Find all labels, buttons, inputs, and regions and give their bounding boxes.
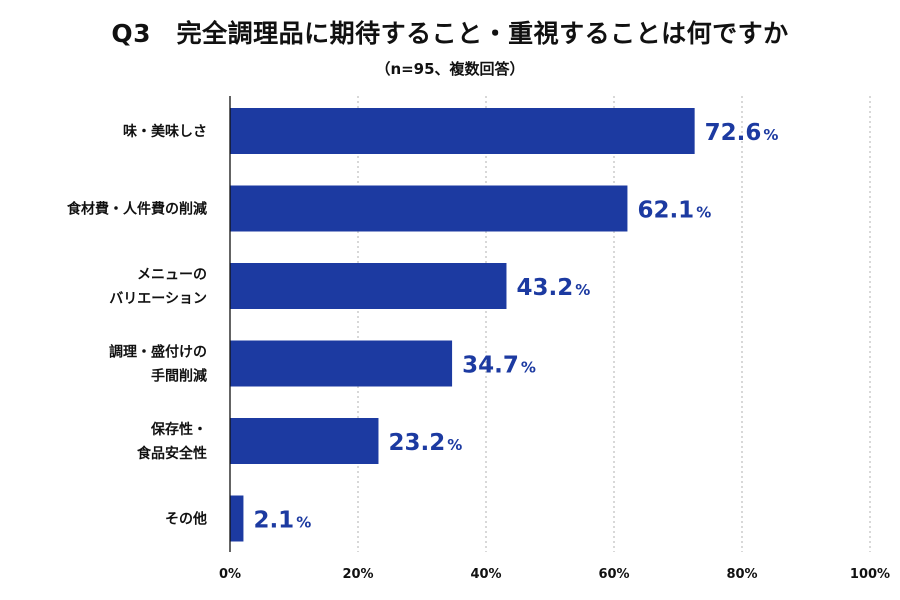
value-label: 72.6% xyxy=(705,120,779,146)
bar xyxy=(230,495,244,542)
x-tick-label: 100% xyxy=(850,567,890,582)
category-label: 調理・盛付けの手間削減 xyxy=(109,344,207,385)
x-tick-label: 0% xyxy=(219,567,241,582)
category-label: その他 xyxy=(165,511,207,528)
value-label: 62.1% xyxy=(637,198,711,224)
bar xyxy=(230,108,695,154)
value-label: 43.2% xyxy=(516,275,590,301)
value-label: 2.1% xyxy=(253,508,311,534)
category-label: 食材費・人件費の削減 xyxy=(67,201,207,218)
value-label: 23.2% xyxy=(388,430,462,456)
x-tick-label: 80% xyxy=(726,567,757,582)
chart-subtitle: （n=95、複数回答） xyxy=(375,60,525,78)
chart-title: Q3 完全調理品に期待すること・重視することは何ですか xyxy=(111,19,789,48)
x-tick-label: 40% xyxy=(470,567,501,582)
x-tick-label: 60% xyxy=(598,567,629,582)
category-label: 保存性・食品安全性 xyxy=(137,421,207,462)
bar xyxy=(230,185,628,232)
value-label: 34.7% xyxy=(462,353,536,379)
bar xyxy=(230,340,453,387)
category-label: メニューのバリエーション xyxy=(109,267,207,307)
x-tick-label: 20% xyxy=(342,567,373,582)
bar xyxy=(230,418,379,464)
bar xyxy=(230,263,507,309)
category-label: 味・美味しさ xyxy=(123,123,207,140)
